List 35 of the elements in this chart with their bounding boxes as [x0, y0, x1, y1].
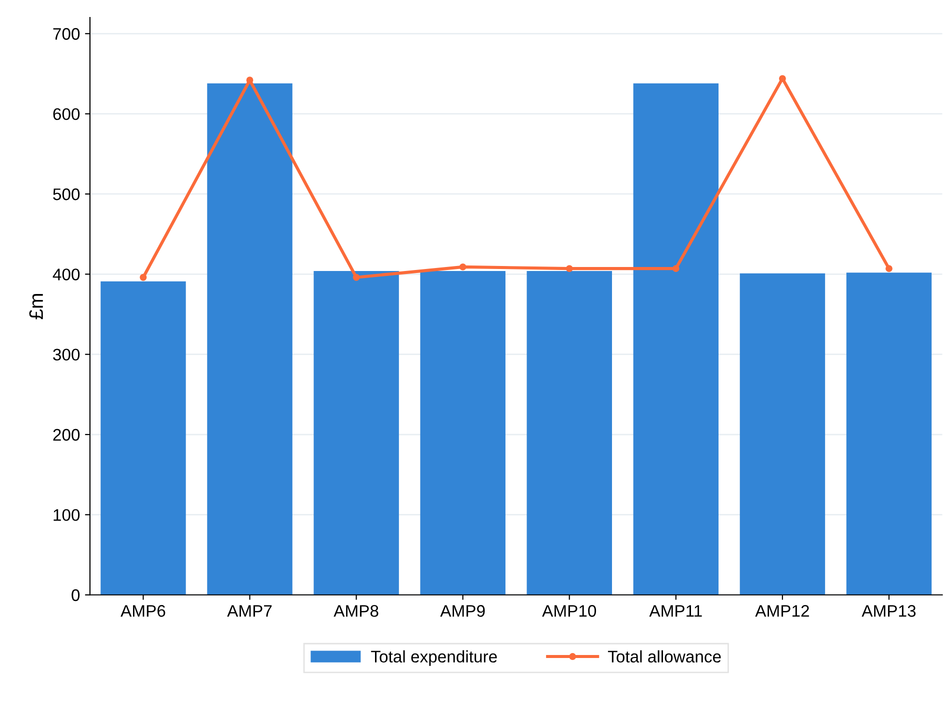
- y-tick-label: 700: [53, 28, 80, 40]
- x-tick-label: AMP11: [649, 605, 702, 617]
- bar: [314, 270, 399, 595]
- point: [140, 274, 147, 281]
- point: [352, 274, 360, 281]
- point: [886, 265, 892, 272]
- y-tick-label: 200: [53, 428, 80, 441]
- bar: [420, 270, 506, 595]
- point: [566, 265, 573, 272]
- y-tick-label: 600: [53, 108, 80, 120]
- y-tick-label: 400: [52, 268, 80, 280]
- bar: [740, 273, 826, 595]
- point: [246, 76, 254, 84]
- x-tick-label: AMP9: [440, 605, 485, 617]
- x-tick-label: AMP7: [227, 605, 272, 617]
- x-tick-label: AMP13: [862, 605, 916, 617]
- x-tick-label: AMP10: [542, 605, 596, 617]
- point: [778, 75, 786, 82]
- bar: [207, 83, 292, 595]
- y-tick-label: 100: [54, 509, 80, 521]
- x-tick-label: AMP12: [755, 605, 809, 617]
- x-tick-label: AMP6: [120, 605, 166, 617]
- bar: [846, 272, 932, 595]
- bar: [526, 270, 612, 595]
- point: [672, 265, 680, 272]
- y-tick-label: 0: [72, 589, 80, 602]
- legend-label: Total expenditure: [371, 650, 497, 666]
- bar: [633, 83, 719, 595]
- y-tick-label: 300: [53, 348, 80, 361]
- y-tick-label: 500: [53, 188, 80, 200]
- x-tick-label: AMP8: [334, 605, 378, 617]
- bar: [100, 281, 186, 595]
- y-axis-title: £m: [29, 294, 43, 320]
- legend-label: Total allowance: [608, 650, 721, 663]
- point: [459, 263, 466, 270]
